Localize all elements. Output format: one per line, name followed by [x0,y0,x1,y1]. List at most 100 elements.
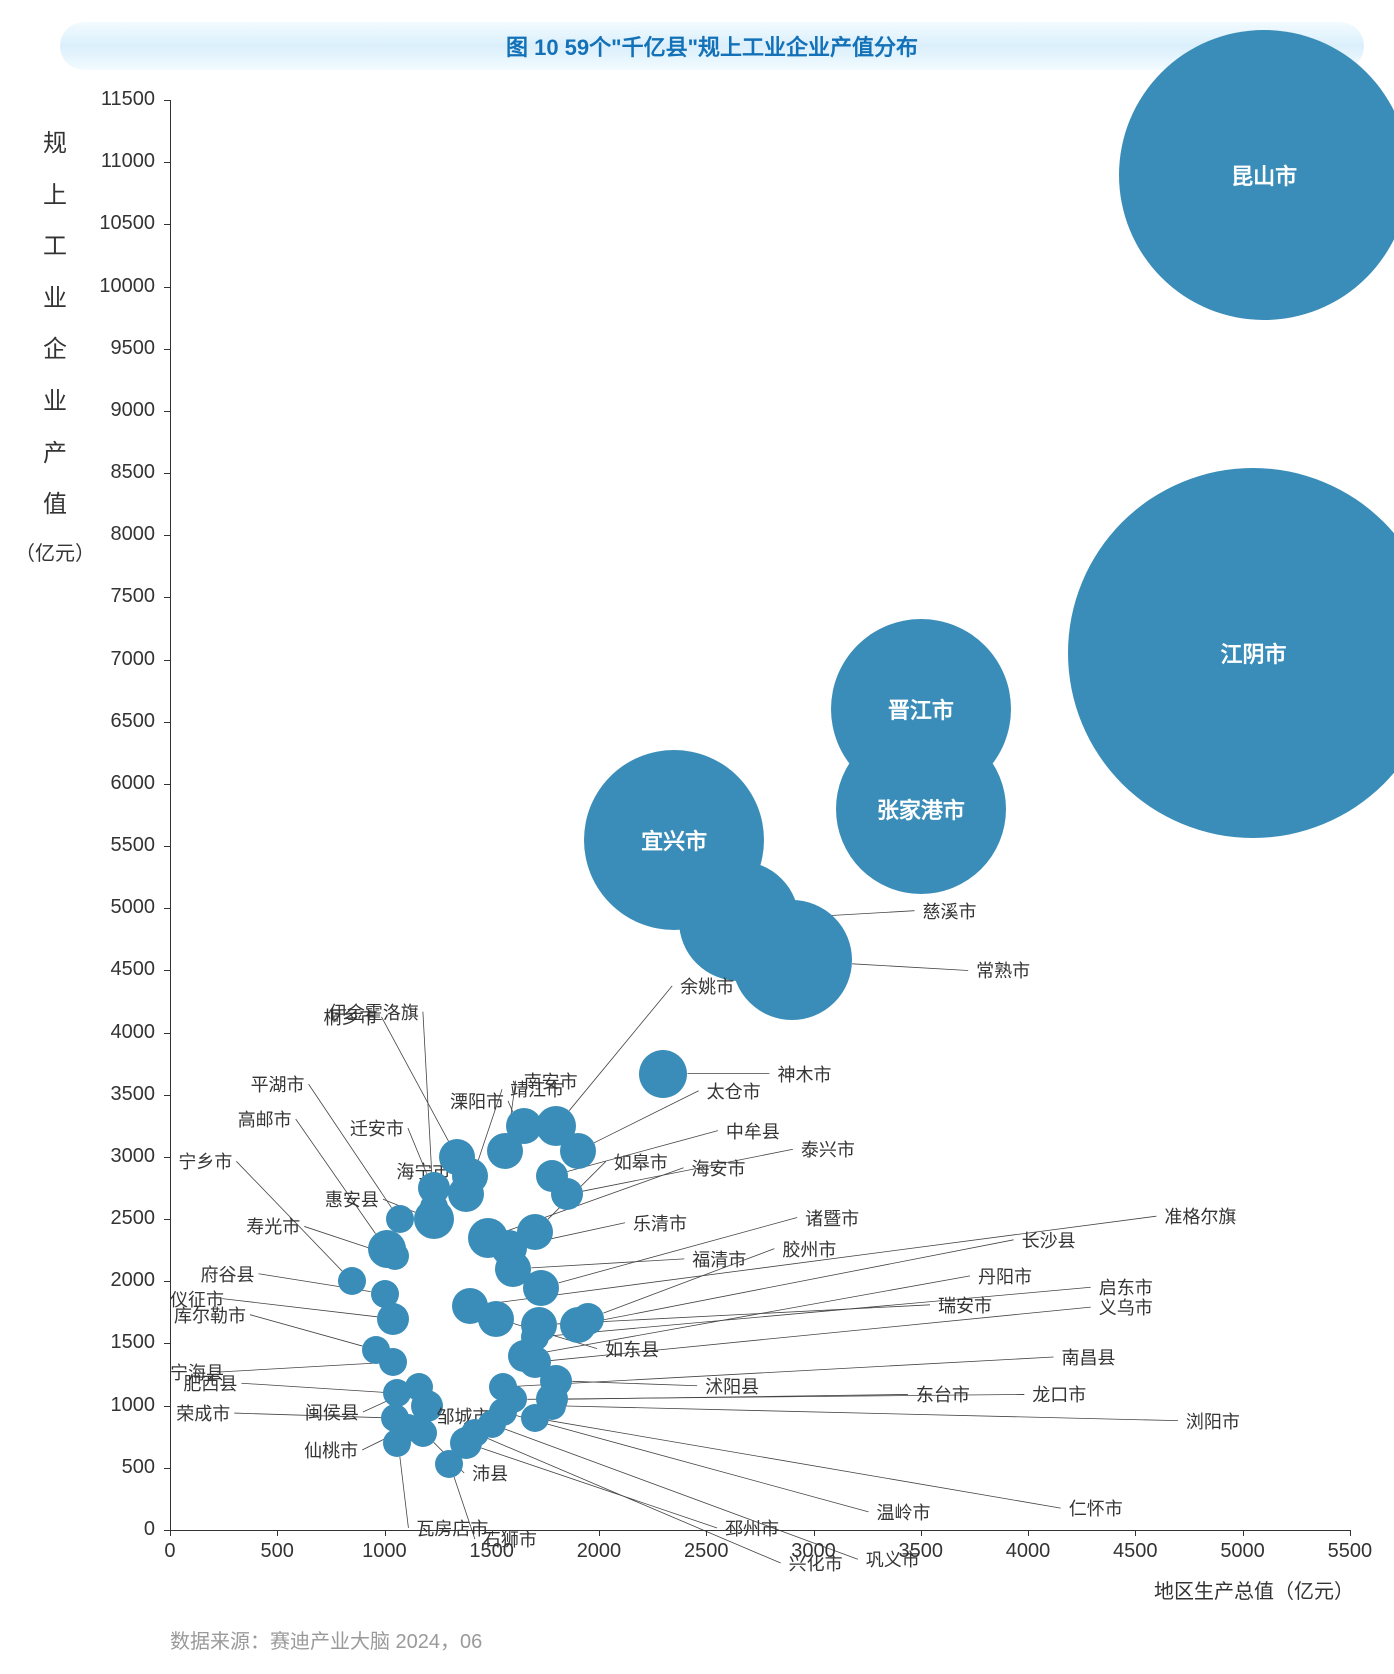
bubble-南昌县 [489,1373,517,1401]
bubble-label: 如皋市 [614,1149,668,1175]
bubble-label: 中牟县 [726,1118,780,1144]
y-tick-label: 11500 [90,88,155,111]
bubble-瓦房店市 [383,1429,411,1457]
bubble-沛县 [409,1419,437,1447]
bubble-label: 温岭市 [877,1499,931,1525]
y-tick-label: 500 [90,1456,155,1479]
bubble-label: 荣成市 [170,1400,230,1426]
y-tick-label: 0 [90,1518,155,1541]
leader-line [222,1299,377,1317]
leader-line [566,1406,1178,1421]
leader-line [488,1216,1156,1304]
bubble-宁海县 [379,1348,407,1376]
bubble-label: 龙口市 [1032,1381,1086,1407]
bubble-泰兴市 [551,1178,583,1210]
bubble-label: 沛县 [472,1460,508,1486]
bubble-启东市 [521,1323,549,1351]
x-tick [1350,1530,1351,1536]
leader-line [527,1394,1024,1399]
leader-line [296,1119,376,1234]
bubble-张家港市 [836,724,1006,894]
leader-line [381,1017,448,1141]
bubble-label: 诸暨市 [805,1205,859,1231]
y-tick-label: 2500 [90,1207,155,1230]
y-tick-label: 3500 [90,1083,155,1106]
x-tick-label: 3500 [899,1540,944,1563]
x-tick-label: 2500 [684,1540,729,1563]
leader-line [549,1287,1091,1336]
bubble-label: 瓦房店市 [416,1515,488,1541]
y-tick-label: 1000 [90,1394,155,1417]
bubble-label: 义乌市 [1099,1294,1153,1320]
y-tick-label: 7500 [90,585,155,608]
bubble-label: 慈溪市 [923,898,977,924]
bubble-label: 长沙县 [1022,1227,1076,1253]
leader-line [594,1091,699,1143]
y-tick-label: 6000 [90,772,155,795]
bubble-label: 浏阳市 [1186,1408,1240,1434]
x-tick-label: 1500 [469,1540,514,1563]
leader-line [572,1381,697,1385]
y-axis-line [170,100,171,1530]
bubble-label: 海宁市 [170,1158,450,1184]
leader-line [568,1394,908,1399]
leader-line [549,1420,1061,1508]
leader-line [551,1307,1091,1360]
bubble-label: 瑞安市 [938,1292,992,1318]
bubble-label: 准格尔旗 [1164,1203,1236,1229]
leader-line [852,964,968,971]
bubble-label: 宁海县 [170,1359,213,1385]
x-tick-label: 1000 [362,1540,407,1563]
leader-line [583,1149,793,1191]
y-axis-title: 规上工业企业产值（亿元） [15,130,95,566]
bubble-label: 东台市 [916,1381,970,1407]
chart-title: 图 10 59个"千亿县"规上工业企业产值分布 [60,22,1364,70]
bubble-江阴市 [1068,468,1394,838]
bubble-label: 沭阳县 [705,1373,759,1399]
y-tick-label: 6500 [90,710,155,733]
y-tick-label: 8000 [90,523,155,546]
leader-line [559,1218,798,1283]
leader-line [508,1101,513,1112]
bubble-label: 溧阳市 [170,1088,504,1114]
chart-plot-area: 昆山市江阴市晋江市张家港市宜兴市慈溪市常熟市神木市余姚市太仓市中牟县泰兴市溧阳市… [170,100,1350,1530]
bubble-label: 常熟市 [976,957,1030,983]
leader-line [217,1363,379,1372]
bubble-label: 靖江市 [510,1076,564,1102]
bubble-label: 南昌县 [1062,1344,1116,1370]
y-tick-label: 7000 [90,648,155,671]
bubble-仪征市 [377,1303,409,1335]
x-tick-label: 5500 [1328,1540,1373,1563]
leader-line [309,1084,392,1208]
bubble-label: 宁乡市 [170,1148,232,1174]
leader-line [236,1161,342,1271]
leader-line [557,1305,930,1324]
bubble-label: 闽侯县 [170,1399,359,1425]
bubble-诸暨市 [523,1270,559,1306]
bubble-label: 惠安县 [170,1186,379,1212]
data-source: 数据来源：赛迪产业大脑 2024，06 [170,1625,482,1654]
bubble-label: 府谷县 [170,1261,255,1287]
bubble-label: 太仓市 [707,1078,761,1104]
chart-title-text: 图 10 59个"千亿县"规上工业企业产值分布 [506,30,918,62]
bubble-label: 仪征市 [170,1286,218,1312]
bubble-南安市 [487,1133,523,1169]
leader-line [595,1240,1013,1322]
bubble-label: 丹阳市 [978,1263,1032,1289]
bubble-label: 启东市 [1099,1274,1153,1300]
bubble-惠安县 [414,1199,454,1239]
leader-line [408,1128,427,1174]
bubble-label: 神木市 [777,1061,831,1087]
bubble-靖江市 [448,1176,484,1212]
bubble-label: 寿光市 [170,1213,300,1239]
y-tick-label: 9500 [90,337,155,360]
y-tick-label: 11000 [90,150,155,173]
leader-line [516,1416,868,1512]
y-tick-label: 9000 [90,399,155,422]
y-tick-label: 10500 [90,212,155,235]
leader-line [488,1438,781,1563]
x-tick-label: 3000 [791,1540,836,1563]
bubble-label: 肥西县 [170,1370,237,1396]
bubble-准格尔旗 [452,1288,488,1324]
bubble-label: 仁怀市 [1069,1495,1123,1521]
